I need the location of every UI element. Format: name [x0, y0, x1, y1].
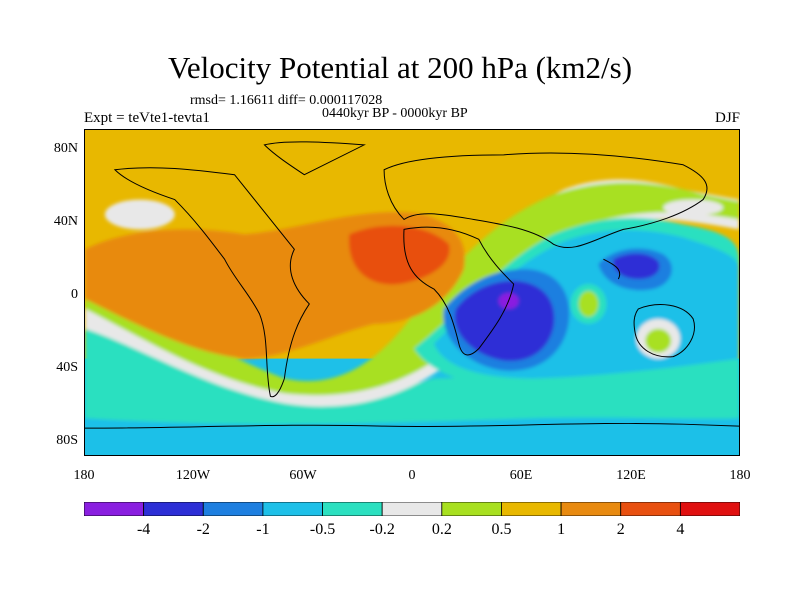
- contour-fill: [85, 179, 739, 455]
- colorbar-label: 4: [676, 521, 685, 538]
- x-tick-0: 0: [408, 468, 416, 483]
- colorbar-swatch: [202, 502, 264, 516]
- coastlines: [85, 141, 739, 429]
- colorbar-swatch: [679, 502, 740, 516]
- colorbar-label: 2: [616, 521, 625, 538]
- y-tick-80s: 80S: [56, 433, 78, 448]
- experiment-label: Expt = teVte1-tevta1: [84, 110, 210, 126]
- x-tick-60w: 60W: [289, 468, 317, 483]
- colorbar-label: -2: [196, 521, 210, 538]
- y-tick-40s: 40S: [56, 360, 78, 375]
- x-tick-120e: 120E: [616, 468, 646, 483]
- colorbar-label: -0.2: [369, 521, 395, 538]
- x-tick-180-east: 180: [729, 468, 751, 483]
- y-tick-0: 0: [71, 287, 78, 302]
- colorbar-swatch: [381, 502, 443, 516]
- period-text: 0440kyr BP - 0000kyr BP: [322, 106, 468, 121]
- y-tick-80n: 80N: [53, 141, 78, 156]
- y-tick-40n: 40N: [53, 214, 78, 229]
- colorbar-label: 0.5: [491, 521, 512, 538]
- map-title: Velocity Potential at 200 hPa (km2/s): [167, 50, 633, 85]
- colorbar-swatch: [501, 502, 562, 516]
- colorbar-label: 1: [557, 521, 566, 538]
- colorbar-swatch: [262, 502, 323, 516]
- stats-text: rmsd= 1.16611 diff= 0.000117028: [190, 93, 383, 108]
- colorbar-swatch: [560, 502, 622, 516]
- colorbar-label: -4: [136, 521, 151, 538]
- x-tick-120w: 120W: [175, 468, 211, 483]
- colorbar-label: -1: [256, 521, 270, 538]
- colorbar-swatch: [620, 502, 681, 516]
- colorbar-label: 0.2: [431, 521, 452, 538]
- colorbar-swatch: [322, 502, 383, 516]
- colorbar-label: -0.5: [309, 521, 336, 538]
- colorbar-swatch: [441, 502, 502, 516]
- colorbar-swatch: [143, 502, 204, 516]
- season-label: DJF: [714, 110, 740, 126]
- colorbar-swatch: [84, 502, 145, 516]
- x-tick-180-west: 180: [73, 468, 95, 483]
- colorbar: [84, 502, 740, 516]
- x-tick-60e: 60E: [509, 468, 533, 483]
- velocity-potential-map: [84, 129, 740, 456]
